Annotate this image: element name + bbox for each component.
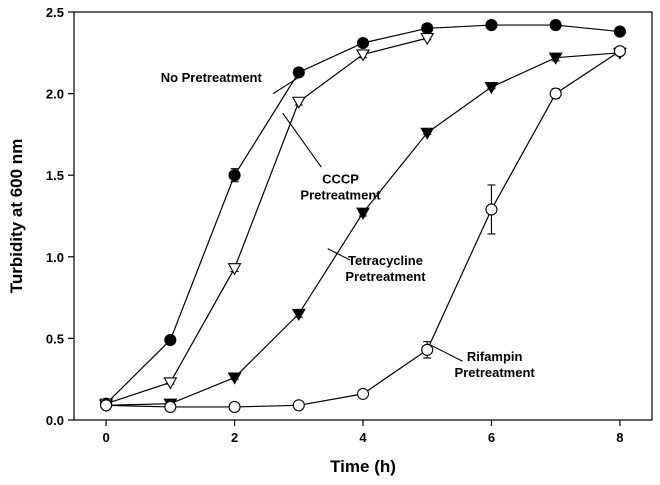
data-point — [485, 203, 498, 216]
data-point — [356, 207, 370, 220]
series-line — [106, 52, 620, 406]
data-point — [549, 19, 562, 32]
data-point — [164, 400, 177, 413]
y-tick-label: 0.0 — [46, 413, 64, 428]
x-tick-label: 0 — [102, 430, 109, 445]
annotation-label: Tetracycline — [348, 253, 423, 268]
data-point — [421, 343, 434, 356]
data-point — [228, 169, 241, 182]
x-tick-label: 8 — [616, 430, 623, 445]
data-point — [356, 36, 370, 50]
annotation-leader — [430, 344, 463, 362]
series-line — [105, 37, 428, 405]
y-tick-label: 1.5 — [46, 168, 64, 183]
annotation-leader — [327, 248, 351, 261]
y-tick-label: 0.5 — [46, 331, 64, 346]
annotation-leader — [282, 112, 322, 168]
annotation-label: Pretreatment — [300, 187, 381, 202]
data-point — [164, 333, 177, 347]
data-point — [228, 400, 241, 413]
series-line — [106, 50, 621, 408]
annotation-label: Pretreatment — [455, 365, 536, 380]
data-point — [291, 308, 306, 322]
data-point — [420, 33, 435, 46]
data-point — [163, 377, 178, 390]
x-tick-label: 2 — [231, 430, 238, 445]
annotation-label: CCCP — [322, 171, 359, 186]
annotations: No PretreatmentCCCPPretreatmentTetracycl… — [161, 70, 536, 380]
data-point — [291, 96, 306, 109]
y-tick-label: 1.0 — [46, 250, 64, 265]
data-point — [227, 263, 242, 276]
series-markers — [99, 19, 627, 413]
y-tick-label: 2.0 — [46, 87, 64, 102]
annotation-label: Rifampin — [467, 349, 523, 364]
data-point — [292, 66, 305, 79]
data-point — [356, 387, 370, 400]
data-point — [485, 19, 498, 32]
data-point — [548, 52, 563, 65]
x-tick-label: 4 — [359, 430, 367, 445]
data-point — [613, 45, 626, 58]
y-tick-label: 2.5 — [46, 5, 64, 20]
data-point — [292, 399, 305, 412]
y-axis-title: Turbidity at 600 nm — [7, 139, 26, 294]
data-point — [356, 49, 370, 62]
data-point — [227, 372, 242, 385]
x-axis-title: Time (h) — [330, 457, 396, 476]
annotation-label: No Pretreatment — [161, 70, 263, 85]
x-tick-label: 6 — [488, 430, 495, 445]
data-point — [613, 25, 626, 38]
annotation-label: Pretreatment — [345, 269, 426, 284]
data-point — [484, 82, 499, 95]
data-point — [421, 22, 434, 35]
annotation-leader — [272, 76, 300, 95]
data-point — [420, 127, 435, 140]
data-point — [549, 87, 562, 100]
ticks-layer: 0 2 4 6 8 0.0 0.5 1.0 1.5 2.0 2.5 — [46, 5, 624, 445]
data-point — [100, 399, 113, 412]
